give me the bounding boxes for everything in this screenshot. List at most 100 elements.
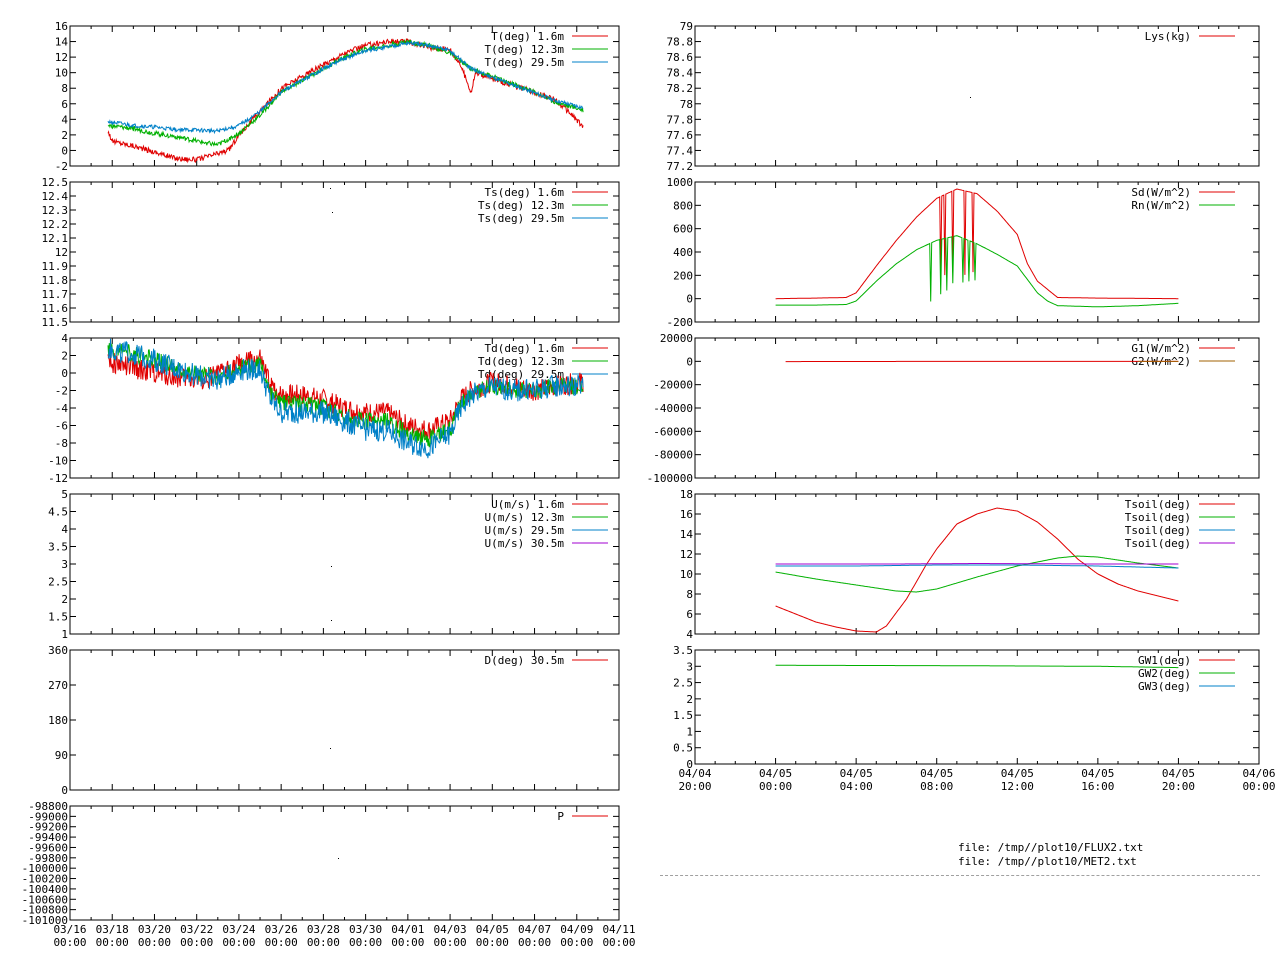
x-tick-label: 04:00 [840, 780, 873, 793]
legend-label: P [557, 810, 564, 823]
x-tick-label: 04/11 [602, 923, 635, 936]
x-tick-label: 00:00 [349, 936, 382, 949]
series-line [775, 564, 1179, 569]
legend-label: T(deg) 1.6m [491, 30, 564, 43]
legend-label: Tsoil(deg) [1125, 537, 1191, 550]
legend-label: U(m/s) 12.3m [485, 511, 565, 524]
y-tick-label: -99400 [28, 831, 68, 844]
y-tick-label: 11.6 [42, 302, 69, 315]
series-line [107, 38, 584, 147]
x-tick-label: 00:00 [391, 936, 424, 949]
y-tick-label: 0 [61, 367, 68, 380]
y-tick-label: -10 [48, 455, 68, 468]
x-tick-label: 04/05 [759, 767, 792, 780]
y-tick-label: 20000 [660, 332, 693, 345]
x-tick-label: 03/20 [138, 923, 171, 936]
y-tick-label: 12.3 [42, 204, 69, 217]
chart-Ts: 11.511.611.711.811.91212.112.212.312.412… [42, 176, 620, 329]
y-tick-label: 77.6 [667, 129, 694, 142]
y-tick-label: 0 [61, 144, 68, 157]
plot-frame [69, 649, 620, 791]
y-tick-label: 3 [61, 558, 68, 571]
x-tick-label: 03/30 [349, 923, 382, 936]
x-tick-label: 00:00 [476, 936, 509, 949]
y-tick-label: 3 [686, 660, 693, 673]
chart-Tsoil: 4681012141618Tsoil(deg)Tsoil(deg)Tsoil(d… [680, 488, 1260, 641]
y-tick-label: 11.7 [42, 288, 69, 301]
x-tick-label: 04/05 [476, 923, 509, 936]
x-tick-label: 04/06 [1242, 767, 1275, 780]
chart-T: -2 0 2 4 6 8 10 12 14 16 T(deg) 1.6mT(deg) 12.3mT(… [55, 20, 620, 173]
x-tick-label: 04/04 [678, 767, 711, 780]
y-tick-label: 4 [61, 113, 68, 126]
y-tick-label: -6 [55, 420, 68, 433]
y-tick-label: -4 [55, 402, 69, 415]
y-tick-label: 16 [680, 508, 693, 521]
x-tick-label: 00:00 [265, 936, 298, 949]
chart-D: 0 90 180 270 360 D(deg) 30.5m [48, 644, 620, 797]
x-tick-label: 03/24 [222, 923, 255, 936]
x-tick-label: 04/05 [920, 767, 953, 780]
x-tick-label: 04/05 [1162, 767, 1195, 780]
y-tick-label: 0 [686, 293, 693, 306]
y-tick-label: 8 [61, 82, 68, 95]
x-tick-label: 00:00 [759, 780, 792, 793]
stray-point [330, 748, 331, 749]
y-tick-label: 78.4 [667, 67, 694, 80]
y-tick-label: -200 [667, 316, 694, 329]
y-tick-label: 800 [673, 199, 693, 212]
y-tick-label: 180 [48, 714, 68, 727]
y-tick-label: 200 [673, 269, 693, 282]
y-tick-label: 12 [55, 246, 68, 259]
y-tick-label: 270 [48, 679, 68, 692]
legend-label: GW3(deg) [1138, 680, 1191, 693]
legend-label: U(m/s) 1.6m [491, 498, 564, 511]
x-tick-label: 20:00 [678, 780, 711, 793]
x-tick-label: 00:00 [518, 936, 551, 949]
file-label-met: file: /tmp//plot10/MET2.txt [958, 855, 1137, 868]
chart-Rad: -200 0 200 400 600 800 1000 Sd(W/m^2)Rn(W/m^2) [667, 176, 1260, 329]
y-tick-label: 2.5 [673, 677, 693, 690]
y-tick-label: 8 [686, 588, 693, 601]
stray-point [332, 212, 333, 213]
y-tick-label: 1 [686, 725, 693, 738]
legend-label: T(deg) 29.5m [485, 56, 565, 69]
y-tick-label: 4.5 [48, 506, 68, 519]
chart-G: -100000 -80000 -60000 -40000 -20000 0 20000 G1(… [647, 332, 1260, 485]
chart-U: 1 1.5 2 2.5 3 3.5 4 4.5 5 U(m/s) 1.6mU(m/s) 12.3m… [48, 488, 620, 641]
y-tick-label: -8 [55, 437, 68, 450]
stray-point [331, 566, 332, 567]
y-tick-label: 6 [61, 98, 68, 111]
x-tick-label: 08:00 [920, 780, 953, 793]
legend-label: T(deg) 12.3m [485, 43, 565, 56]
y-tick-label: -40000 [653, 402, 693, 415]
x-tick-label: 03/22 [180, 923, 213, 936]
legend-label: GW2(deg) [1138, 667, 1191, 680]
legend-label: Rn(W/m^2) [1131, 199, 1191, 212]
y-tick-label: 4 [61, 332, 68, 345]
x-tick-label: 04/09 [560, 923, 593, 936]
legend-label: U(m/s) 30.5m [485, 537, 565, 550]
y-tick-label: 2 [686, 693, 693, 706]
legend-label: Lys(kg) [1145, 30, 1191, 43]
y-tick-label: 18 [680, 488, 693, 501]
y-tick-label: 1000 [667, 176, 694, 189]
y-tick-label: 3.5 [673, 644, 693, 657]
legend-label: Tsoil(deg) [1125, 511, 1191, 524]
y-tick-label: 1.5 [48, 611, 68, 624]
legend-label: Sd(W/m^2) [1131, 186, 1191, 199]
x-tick-label: 00:00 [307, 936, 340, 949]
y-tick-label: 600 [673, 223, 693, 236]
stray-point [331, 620, 332, 621]
file-labels: file: /tmp//plot10/FLUX2.txt file: /tmp//… [958, 841, 1143, 869]
legend-label: Td(deg) 29.5m [478, 368, 564, 381]
y-tick-label: -100400 [22, 883, 68, 896]
x-tick-label: 04/05 [840, 767, 873, 780]
y-tick-label: 12 [55, 51, 68, 64]
series-line [775, 563, 1179, 565]
series-line [107, 40, 584, 135]
legend-label: Ts(deg) 12.3m [478, 199, 564, 212]
y-tick-label: 1.5 [673, 709, 693, 722]
